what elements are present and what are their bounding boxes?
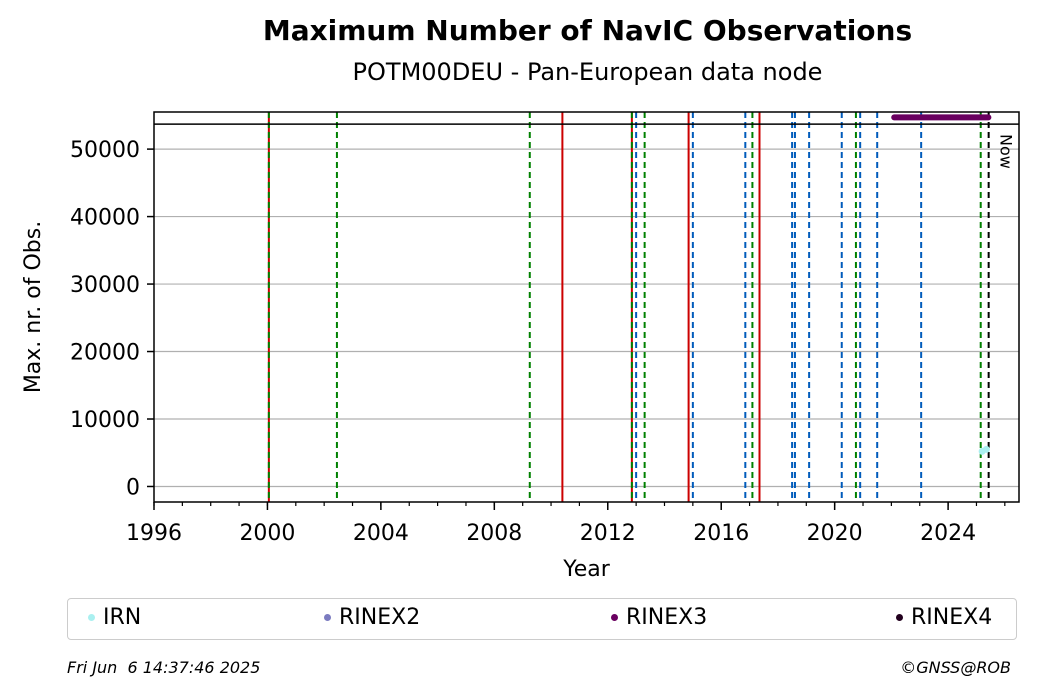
legend-label-irn: IRN xyxy=(103,605,142,630)
chart-title: Maximum Number of NavIC Observations xyxy=(262,14,913,47)
legend-label-rinex3: RINEX3 xyxy=(626,605,708,630)
plot-frame xyxy=(153,111,1020,503)
y-tick-label: 20000 xyxy=(70,341,140,366)
x-axis-label: Year xyxy=(562,557,611,582)
y-tick-label: 30000 xyxy=(70,273,140,298)
legend-item-rinex4: RINEX4 xyxy=(896,605,992,630)
y-tick-label: 10000 xyxy=(70,408,140,433)
legend: IRN RINEX2 RINEX3 RINEX4 xyxy=(67,598,1017,640)
now-label: Now xyxy=(997,134,1016,169)
y-tick-label: 0 xyxy=(126,475,140,500)
data-point-irn xyxy=(982,445,990,453)
x-tick-label: 2000 xyxy=(239,521,295,546)
y-tick-label: 40000 xyxy=(70,206,140,231)
legend-item-irn: IRN xyxy=(88,605,141,630)
legend-item-rinex2: RINEX2 xyxy=(324,605,420,630)
x-tick-label: 2012 xyxy=(580,521,636,546)
x-tick-label: 1996 xyxy=(126,521,182,546)
legend-label-rinex4: RINEX4 xyxy=(911,605,993,630)
x-tick-label: 2016 xyxy=(693,521,749,546)
x-tick-label: 2024 xyxy=(920,521,976,546)
legend-marker-rinex4 xyxy=(896,614,903,621)
legend-item-rinex3: RINEX3 xyxy=(611,605,707,630)
chart-subtitle: POTM00DEU - Pan-European data node xyxy=(352,58,823,86)
legend-marker-rinex2 xyxy=(324,614,331,621)
x-tick-label: 2020 xyxy=(807,521,863,546)
footer-credit: ©GNSS@ROB xyxy=(900,658,1011,677)
legend-marker-rinex3 xyxy=(611,614,618,621)
footer-timestamp: Fri Jun 6 14:37:46 2025 xyxy=(67,658,261,677)
x-tick-label: 2008 xyxy=(466,521,522,546)
y-axis-label: Max. nr. of Obs. xyxy=(21,221,46,393)
legend-label-rinex2: RINEX2 xyxy=(339,605,421,630)
legend-marker-irn xyxy=(88,614,95,621)
y-tick-label: 50000 xyxy=(70,138,140,163)
x-tick-label: 2004 xyxy=(353,521,409,546)
